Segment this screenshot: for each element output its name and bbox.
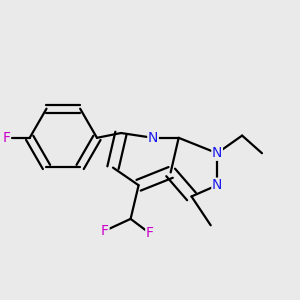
Text: N: N <box>212 178 222 192</box>
Text: N: N <box>212 146 222 160</box>
Text: F: F <box>146 226 154 240</box>
Text: F: F <box>2 131 10 145</box>
Text: N: N <box>148 131 158 145</box>
Text: F: F <box>101 224 109 238</box>
